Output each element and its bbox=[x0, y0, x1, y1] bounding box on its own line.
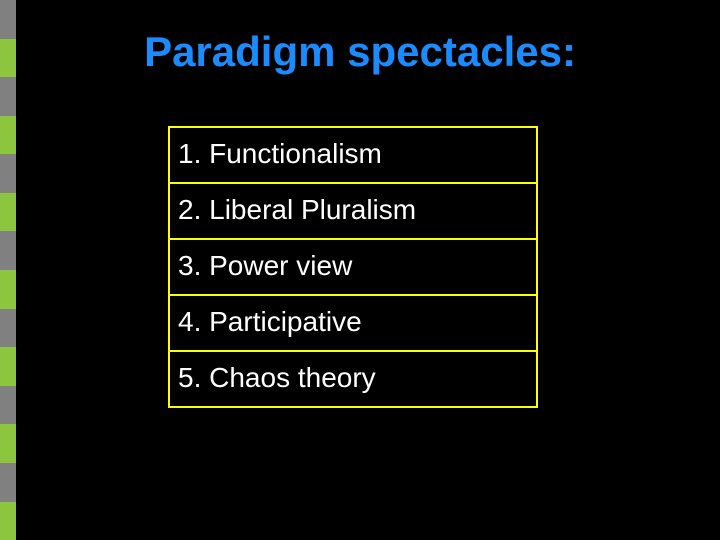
stripe-segment bbox=[0, 309, 16, 348]
left-accent-stripe bbox=[0, 0, 16, 540]
stripe-segment bbox=[0, 193, 16, 232]
list-item: 3. Power view bbox=[170, 240, 536, 296]
stripe-segment bbox=[0, 347, 16, 386]
stripe-segment bbox=[0, 154, 16, 193]
paradigm-list: 1. Functionalism 2. Liberal Pluralism 3.… bbox=[168, 126, 538, 408]
slide-title: Paradigm spectacles: bbox=[0, 28, 720, 76]
stripe-segment bbox=[0, 424, 16, 463]
stripe-segment bbox=[0, 116, 16, 155]
list-item: 2. Liberal Pluralism bbox=[170, 184, 536, 240]
stripe-segment bbox=[0, 77, 16, 116]
list-item: 5. Chaos theory bbox=[170, 352, 536, 406]
stripe-segment bbox=[0, 463, 16, 502]
list-item: 4. Participative bbox=[170, 296, 536, 352]
stripe-segment bbox=[0, 231, 16, 270]
stripe-segment bbox=[0, 502, 16, 540]
list-item: 1. Functionalism bbox=[170, 128, 536, 184]
stripe-segment bbox=[0, 270, 16, 309]
stripe-segment bbox=[0, 386, 16, 425]
